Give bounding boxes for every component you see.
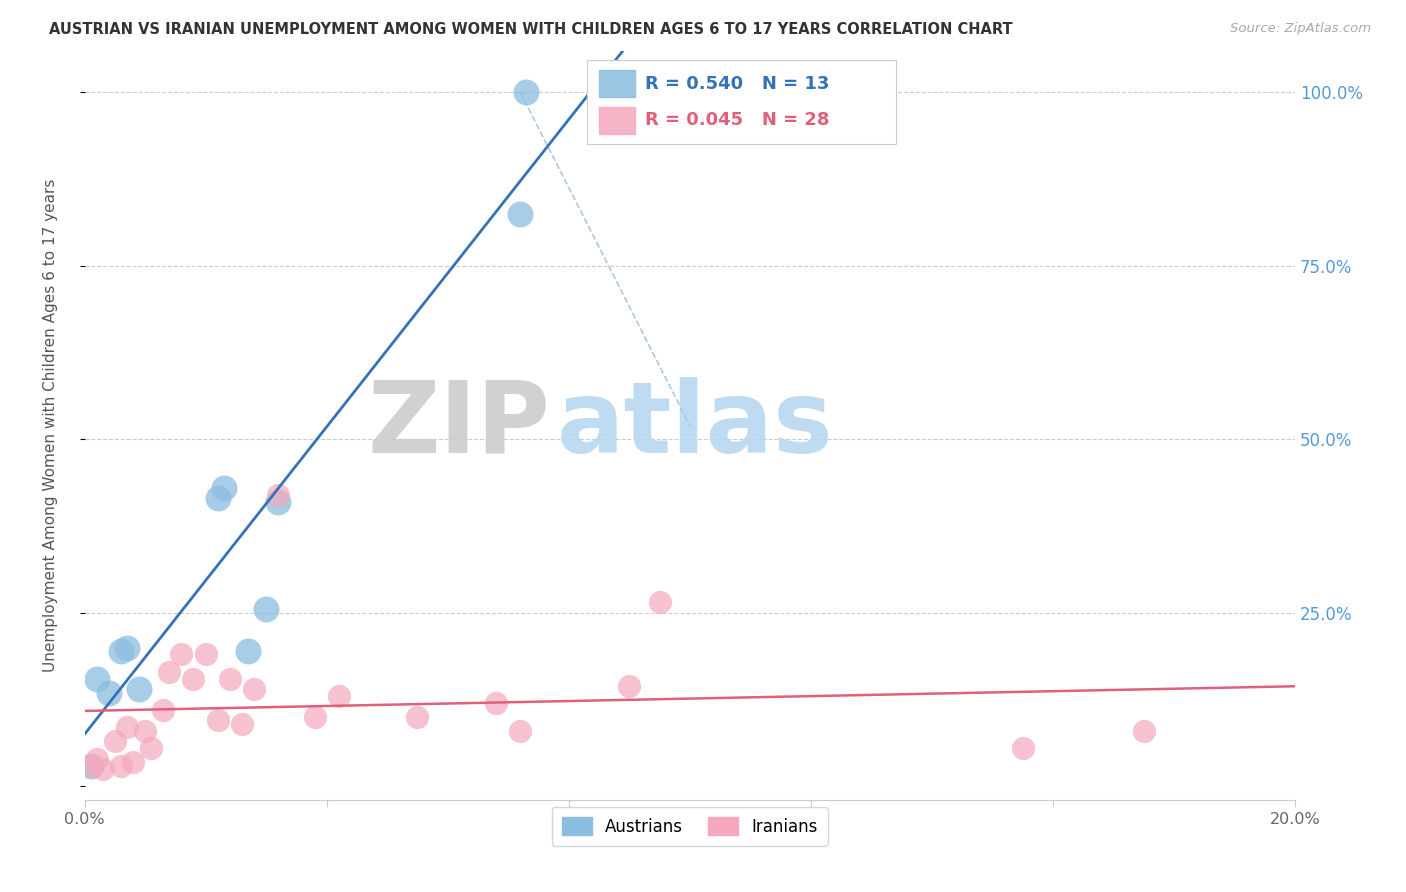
Point xyxy=(86,751,108,765)
Point xyxy=(122,755,145,769)
Point xyxy=(509,723,531,738)
Point xyxy=(406,710,429,724)
Point xyxy=(267,495,290,509)
Text: R = 0.540   N = 13: R = 0.540 N = 13 xyxy=(645,75,830,93)
Point xyxy=(236,644,259,658)
Point xyxy=(134,723,156,738)
Text: AUSTRIAN VS IRANIAN UNEMPLOYMENT AMONG WOMEN WITH CHILDREN AGES 6 TO 17 YEARS CO: AUSTRIAN VS IRANIAN UNEMPLOYMENT AMONG W… xyxy=(49,22,1012,37)
Text: R = 0.045   N = 28: R = 0.045 N = 28 xyxy=(645,112,830,129)
Point xyxy=(231,717,253,731)
Point xyxy=(157,665,180,679)
Point xyxy=(328,689,350,703)
Point xyxy=(97,685,120,699)
Point xyxy=(619,679,641,693)
Point xyxy=(515,85,537,99)
Point xyxy=(79,758,101,772)
Point xyxy=(128,682,150,697)
Text: atlas: atlas xyxy=(557,377,834,474)
Text: ZIP: ZIP xyxy=(368,377,551,474)
Point xyxy=(207,714,229,728)
Bar xyxy=(599,107,636,134)
Point xyxy=(115,720,138,734)
Point xyxy=(254,602,277,616)
Text: Source: ZipAtlas.com: Source: ZipAtlas.com xyxy=(1230,22,1371,36)
Point xyxy=(86,672,108,686)
Bar xyxy=(599,70,636,97)
Point xyxy=(509,207,531,221)
Point xyxy=(194,648,217,662)
Point xyxy=(648,595,671,609)
Point xyxy=(170,648,193,662)
Y-axis label: Unemployment Among Women with Children Ages 6 to 17 years: Unemployment Among Women with Children A… xyxy=(44,178,58,673)
Point xyxy=(104,734,127,748)
Point xyxy=(110,758,132,772)
Point xyxy=(91,762,114,776)
Point xyxy=(485,696,508,710)
Point xyxy=(1011,741,1033,756)
Legend: Austrians, Iranians: Austrians, Iranians xyxy=(551,807,828,846)
Point xyxy=(115,640,138,655)
Point xyxy=(139,741,162,756)
FancyBboxPatch shape xyxy=(586,61,896,145)
Point xyxy=(267,488,290,502)
Point xyxy=(1132,723,1154,738)
Point xyxy=(79,758,101,772)
Point xyxy=(152,703,174,717)
Point xyxy=(304,710,326,724)
Point xyxy=(212,481,235,495)
Point xyxy=(110,644,132,658)
Point xyxy=(218,672,240,686)
Point xyxy=(243,682,266,697)
Point xyxy=(207,491,229,506)
Point xyxy=(183,672,205,686)
